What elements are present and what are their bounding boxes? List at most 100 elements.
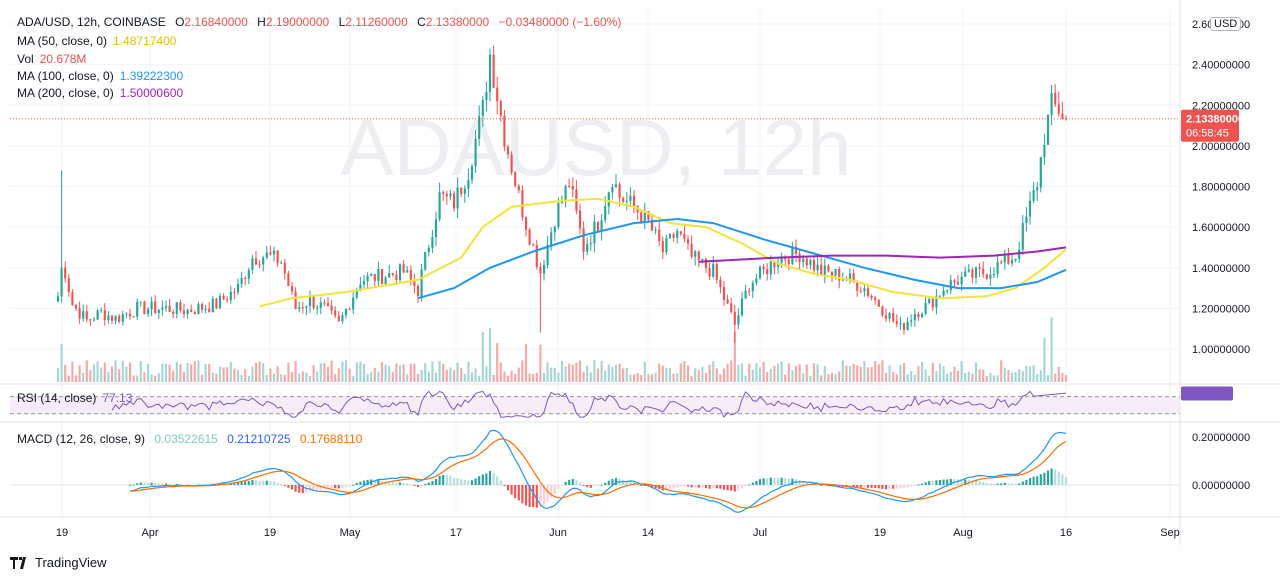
tradingview-icon [10, 556, 26, 569]
volume-legend[interactable]: Vol 20.678M [17, 51, 92, 67]
candle-body [661, 241, 664, 253]
volume-bar [712, 361, 715, 382]
macd-histogram-bar [341, 485, 344, 488]
date-tick-label: Jul [753, 527, 767, 539]
candle-body [247, 269, 250, 279]
volume-bar [571, 364, 574, 382]
volume-bar [665, 368, 668, 382]
macd-histogram-bar [272, 481, 276, 485]
volume-bar [769, 368, 772, 382]
candle-body [708, 268, 711, 277]
macd-histogram-bar [982, 481, 985, 485]
volume-bar [848, 366, 852, 382]
volume-bar [910, 371, 913, 382]
macd-histogram-bar [308, 485, 312, 492]
macd-histogram-bar [337, 485, 340, 489]
volume-bar [179, 364, 182, 382]
macd-histogram-bar [1043, 472, 1046, 485]
macd-histogram-bar [935, 480, 938, 485]
macd-histogram-bar [276, 482, 279, 485]
volume-bar [316, 371, 319, 382]
macd-histogram-bar [1021, 481, 1024, 485]
date-tick-label: 17 [450, 527, 462, 539]
volume-bar [100, 367, 103, 382]
volume-bar [949, 371, 952, 382]
rsi-band [10, 396, 1180, 414]
volume-bar [362, 363, 366, 382]
volume-bar [888, 365, 891, 382]
macd-histogram-bar [694, 485, 697, 488]
macd-histogram-bar [852, 485, 855, 487]
macd-histogram-bar [719, 485, 722, 489]
volume-bar [773, 365, 776, 382]
volume-bar [870, 367, 873, 382]
rsi-legend[interactable]: RSI (14, close) 77.13 [17, 390, 138, 406]
candle-body [928, 299, 931, 303]
macd-histogram-bar [978, 481, 981, 485]
macd-histogram-bar [535, 485, 538, 508]
volume-bar [359, 361, 362, 382]
candle-body [658, 229, 661, 242]
volume-bar [283, 374, 286, 382]
macd-histogram-bar [485, 473, 488, 485]
currency-badge[interactable]: USD [1210, 17, 1242, 31]
volume-bar [758, 367, 762, 382]
candle-body [326, 303, 330, 306]
macd-histogram-bar [1036, 476, 1039, 485]
candle-body [946, 290, 949, 292]
volume-bar [593, 360, 596, 382]
candle-body [683, 233, 686, 240]
candle-body [877, 300, 880, 307]
macd-histogram-bar [823, 485, 826, 486]
macd-histogram-bar [470, 480, 474, 485]
volume-bar [989, 372, 992, 382]
volume-bar [287, 362, 290, 382]
macd-histogram-bar [708, 485, 711, 489]
candle-body [503, 115, 506, 147]
candle-body [323, 302, 326, 304]
volume-bar [503, 371, 506, 382]
date-tick-label: 16 [1060, 527, 1072, 539]
macd-histogram-bar [766, 478, 769, 485]
macd-histogram-bar [931, 481, 934, 485]
candle-body [733, 311, 736, 325]
macd-histogram-bar [488, 470, 492, 485]
volume-bar [654, 372, 657, 382]
macd-histogram-bar [960, 479, 963, 485]
volume-bar [470, 372, 474, 382]
volume-bar [560, 361, 564, 382]
macd-histogram-bar [726, 485, 729, 491]
ma100-legend[interactable]: MA (100, close, 0) 1.39222300 [17, 68, 189, 84]
volume-bars [56, 317, 1068, 382]
ma50-legend[interactable]: MA (50, close, 0) 1.48717400 [17, 33, 182, 49]
ma200-legend[interactable]: MA (200, close, 0) 1.50000600 [17, 85, 189, 101]
ma100-label: MA (100, close, 0) [17, 69, 114, 83]
macd-histogram-bar [1064, 477, 1068, 485]
macd-histogram-bar [532, 485, 535, 508]
candle-body [276, 250, 279, 264]
volume-bar [154, 375, 157, 382]
volume-bar [668, 367, 672, 382]
volume-bar [114, 360, 117, 382]
macd-histogram-bar [424, 483, 427, 485]
macd-histogram-bar [964, 479, 967, 485]
volume-bar [557, 372, 560, 382]
candle-body [265, 252, 268, 258]
macd-histogram-bar [881, 485, 884, 489]
candle-body [521, 190, 524, 218]
volume-bar [528, 373, 531, 382]
macd-histogram-bar [744, 485, 747, 487]
volume-bar [899, 364, 902, 382]
candle-body [1025, 216, 1028, 224]
tradingview-logo[interactable]: TradingView [10, 555, 107, 570]
candle-body [56, 296, 60, 302]
volume-bar [71, 361, 74, 382]
macd-histogram-bar [1018, 483, 1021, 485]
macd-legend[interactable]: MACD (12, 26, close, 9) 0.03522615 0.212… [17, 431, 368, 447]
volume-bar [784, 374, 787, 382]
macd-histogram-bar [132, 484, 135, 486]
candle-body [89, 319, 92, 321]
volume-bar [164, 363, 168, 382]
candle-body [704, 259, 708, 269]
